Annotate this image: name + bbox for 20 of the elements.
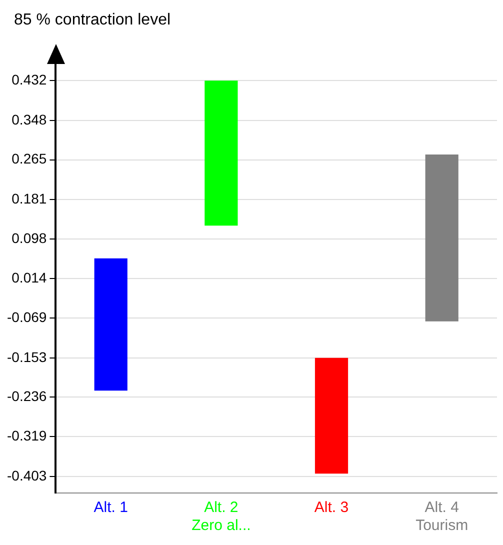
x-tick-label: Alt. 1 — [94, 499, 128, 516]
y-tick-label: -0.069 — [6, 308, 47, 325]
y-tick-label: 0.348 — [12, 111, 47, 128]
y-tick-label: 0.098 — [12, 230, 47, 246]
y-tick-label: -0.403 — [6, 467, 47, 484]
y-tick-label: 0.181 — [12, 190, 47, 206]
x-tick-label: Alt. 4 Tourism — [416, 499, 468, 534]
bar — [94, 258, 128, 391]
bar — [425, 154, 458, 322]
y-tick-label: 0.014 — [12, 270, 47, 286]
bar — [314, 358, 348, 474]
bar — [204, 80, 238, 226]
y-tick-label: -0.319 — [6, 427, 47, 444]
y-tick-label: -0.236 — [6, 388, 47, 404]
y-axis-title: 85 % contraction level — [14, 11, 171, 28]
y-tick-label: -0.153 — [6, 348, 47, 365]
y-tick-label: 0.265 — [12, 150, 47, 167]
x-tick-label: Alt. 3 — [314, 499, 349, 516]
y-tick-label: 0.432 — [12, 71, 47, 88]
x-tick-label: Alt. 2 Zero al... — [192, 499, 251, 534]
